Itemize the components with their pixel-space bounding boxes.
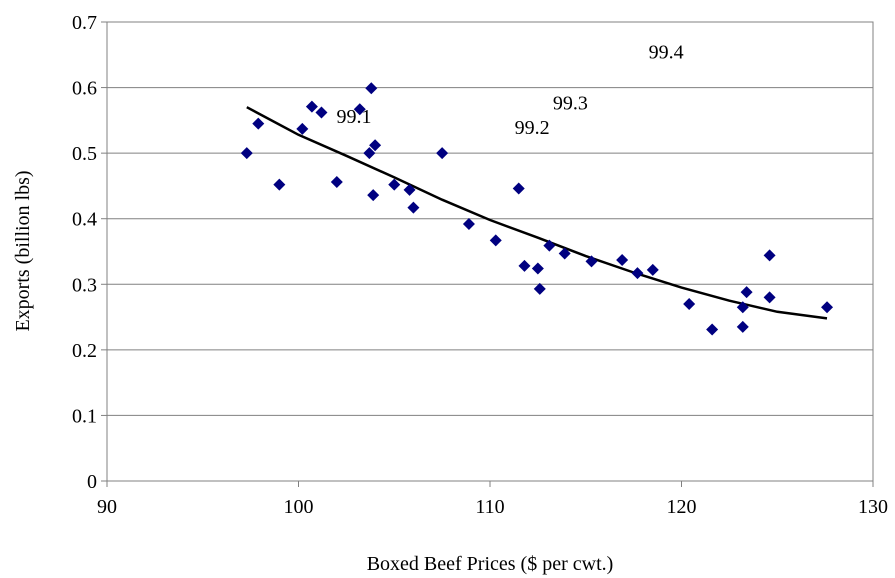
- data-point: [369, 139, 382, 152]
- data-point: [365, 82, 378, 95]
- y-tick-label: 0.7: [72, 12, 97, 34]
- annotations: 99.1 99.299.3 99.4: [337, 42, 684, 139]
- data-point: [736, 320, 749, 333]
- data-point: [512, 182, 525, 195]
- data-point: [367, 189, 380, 202]
- data-point: [489, 234, 502, 247]
- data-point: [763, 249, 776, 262]
- y-axis-title: Exports (billion lbs): [12, 170, 34, 331]
- data-point: [531, 262, 544, 275]
- data-point: [763, 291, 776, 304]
- x-tick-label: 100: [284, 496, 314, 518]
- data-point: [616, 254, 629, 267]
- data-point: [353, 103, 366, 116]
- y-tick-label: 0.2: [72, 340, 97, 362]
- x-tick-label: 110: [475, 496, 504, 518]
- annotation-label: 99.1: [337, 106, 372, 128]
- plot-area-frame: [106, 21, 874, 482]
- data-point: [240, 147, 253, 160]
- y-tick-label: 0.6: [72, 78, 97, 100]
- data-point: [543, 239, 556, 252]
- data-point: [403, 183, 416, 196]
- data-point: [273, 178, 286, 191]
- data-point: [683, 297, 696, 310]
- data-point: [407, 201, 420, 214]
- data-point: [631, 267, 644, 280]
- data-point: [363, 147, 376, 160]
- data-points: [240, 82, 834, 336]
- y-tick-label: 0.3: [72, 274, 97, 296]
- annotation-label: 99.4: [649, 42, 684, 64]
- data-point: [821, 301, 834, 314]
- annotation-label: 99.3: [553, 93, 588, 115]
- data-point: [305, 100, 318, 113]
- data-point: [646, 263, 659, 276]
- data-point: [436, 147, 449, 160]
- data-point: [315, 106, 328, 119]
- data-point: [558, 247, 571, 260]
- x-tick-label: 130: [858, 496, 888, 518]
- data-point: [585, 255, 598, 268]
- x-tick-label: 90: [97, 496, 117, 518]
- annotation-label: 99.2: [515, 117, 550, 139]
- y-tick-label: 0.5: [72, 143, 97, 165]
- x-tick-label: 120: [667, 496, 697, 518]
- data-point: [736, 301, 749, 314]
- data-point: [462, 217, 475, 230]
- data-point: [518, 259, 531, 272]
- data-point: [252, 117, 265, 130]
- data-point: [296, 122, 309, 135]
- data-point: [388, 178, 401, 191]
- trendline: [246, 106, 828, 320]
- x-axis-title: Boxed Beef Prices ($ per cwt.): [367, 553, 614, 575]
- x-axis-ticks: 90 100 110 120 130: [97, 481, 888, 518]
- y-tick-label: 0.4: [72, 209, 97, 231]
- y-axis-ticks: 0 0.1 0.2 0.3 0.4 0.5 0.6 0.7: [72, 12, 107, 493]
- data-point: [706, 323, 719, 336]
- data-point: [330, 175, 343, 188]
- y-tick-label: 0.1: [72, 405, 97, 427]
- y-tick-label: 0: [87, 471, 97, 493]
- data-point: [533, 282, 546, 295]
- data-point: [740, 286, 753, 299]
- gridlines: [107, 87, 873, 416]
